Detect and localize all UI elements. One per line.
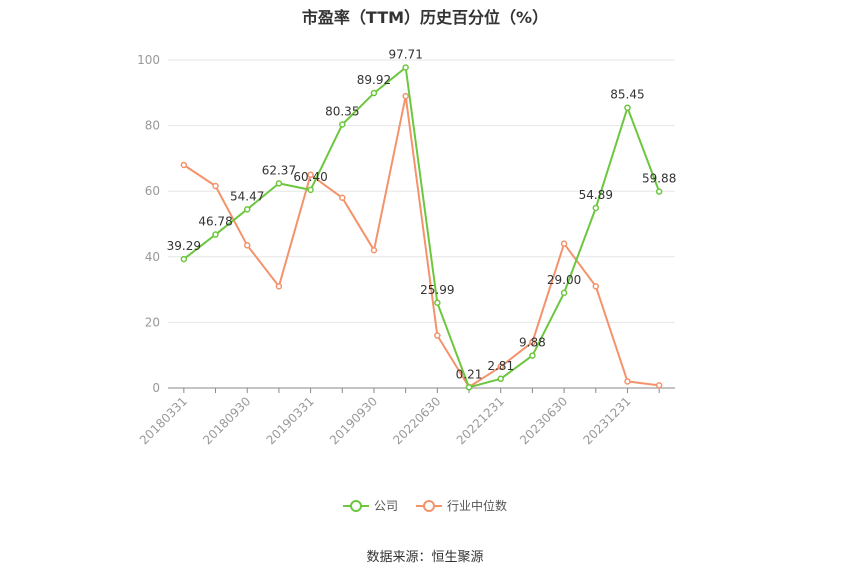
y-tick-label: 0: [152, 381, 160, 395]
data-label: 62.37: [262, 163, 296, 177]
legend-label: 公司: [373, 499, 398, 513]
series-line: [183, 95, 660, 388]
y-tick-label: 20: [145, 315, 160, 329]
x-tick-label: 20190930: [327, 394, 380, 447]
series-line: [183, 66, 661, 389]
data-point: [434, 332, 441, 339]
y-tick-label: 100: [137, 53, 160, 67]
axes: 0 20 40 60 80 100 20180331 20180930 20190331 2019…: [137, 53, 675, 447]
data-label: 9.88: [519, 336, 546, 350]
data-point: [402, 64, 409, 71]
data-label: 85.45: [610, 88, 644, 102]
data-point: [497, 375, 504, 383]
data-label: 60.40: [293, 170, 327, 184]
data-point: [592, 204, 600, 212]
data-point: [497, 363, 504, 370]
data-point: [655, 382, 663, 389]
data-label: 89.92: [357, 73, 391, 87]
legend-label: 行业中位数: [447, 499, 508, 513]
data-point: [275, 180, 283, 187]
data-point: [624, 104, 631, 111]
legend-item[interactable]: 公司: [342, 497, 398, 514]
data-point: [560, 289, 568, 297]
y-tick-label: 60: [145, 184, 160, 198]
x-tick-label: 20180331: [137, 394, 190, 447]
data-point: [307, 171, 314, 179]
legend-swatch: [416, 499, 442, 512]
data-point: [465, 384, 473, 391]
data-point: [180, 161, 188, 169]
data-point: [529, 338, 536, 346]
data-label: 54.89: [579, 188, 613, 202]
data-point: [243, 242, 251, 249]
y-tick-label: 80: [145, 119, 160, 133]
data-point: [370, 89, 378, 97]
data-point: [529, 352, 536, 359]
data-label: 2.81: [487, 359, 514, 373]
legend-swatch-marker: [423, 499, 435, 512]
data-point: [434, 299, 441, 307]
data-label: 59.88: [642, 172, 676, 186]
x-tick-label: 20231231: [581, 394, 634, 447]
series-lines: [180, 64, 663, 391]
data-label: 46.78: [198, 215, 232, 229]
data-point: [370, 246, 378, 254]
data-label: 97.71: [388, 48, 422, 62]
data-label: 54.47: [230, 189, 264, 203]
data-point: [402, 92, 409, 100]
data-point: [212, 231, 219, 238]
data-point: [339, 194, 346, 202]
x-tick-label: 20230630: [517, 394, 570, 447]
data-point: [307, 186, 314, 194]
data-point: [560, 240, 568, 247]
x-tick-label: 20190331: [264, 394, 317, 447]
data-point: [180, 255, 188, 263]
data-point: [339, 121, 346, 128]
x-tick-label: 20221231: [454, 394, 507, 447]
data-label: 0.21: [456, 367, 483, 381]
legend-swatch: [342, 499, 369, 512]
data-label: 39.29: [167, 239, 201, 253]
legend: 公司 行业中位数: [0, 497, 850, 516]
data-point: [275, 283, 283, 290]
data-point: [592, 283, 600, 290]
legend-swatch-marker: [349, 499, 362, 512]
data-label: 25.99: [420, 283, 454, 297]
x-tick-label: 20180930: [200, 394, 253, 447]
data-label: 29.00: [547, 273, 581, 287]
y-tick-label: 40: [145, 250, 160, 264]
data-label: 80.35: [325, 104, 359, 118]
x-tick-label: 20220630: [390, 394, 443, 447]
legend-item[interactable]: 行业中位数: [416, 497, 507, 514]
chart-title: 市盈率（TTM）历史百分位（%）: [301, 8, 549, 27]
data-point: [624, 378, 631, 385]
data-point: [655, 188, 663, 195]
data-point: [243, 206, 251, 213]
data-point: [212, 182, 219, 190]
source-note: 数据来源：恒生聚源: [366, 550, 484, 565]
